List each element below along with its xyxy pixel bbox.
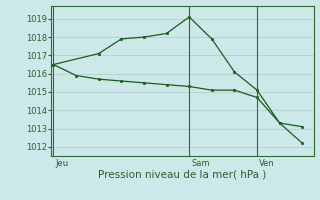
- Text: Jeu: Jeu: [56, 159, 69, 168]
- Text: Ven: Ven: [259, 159, 275, 168]
- Text: Sam: Sam: [191, 159, 210, 168]
- X-axis label: Pression niveau de la mer( hPa ): Pression niveau de la mer( hPa ): [98, 170, 267, 180]
